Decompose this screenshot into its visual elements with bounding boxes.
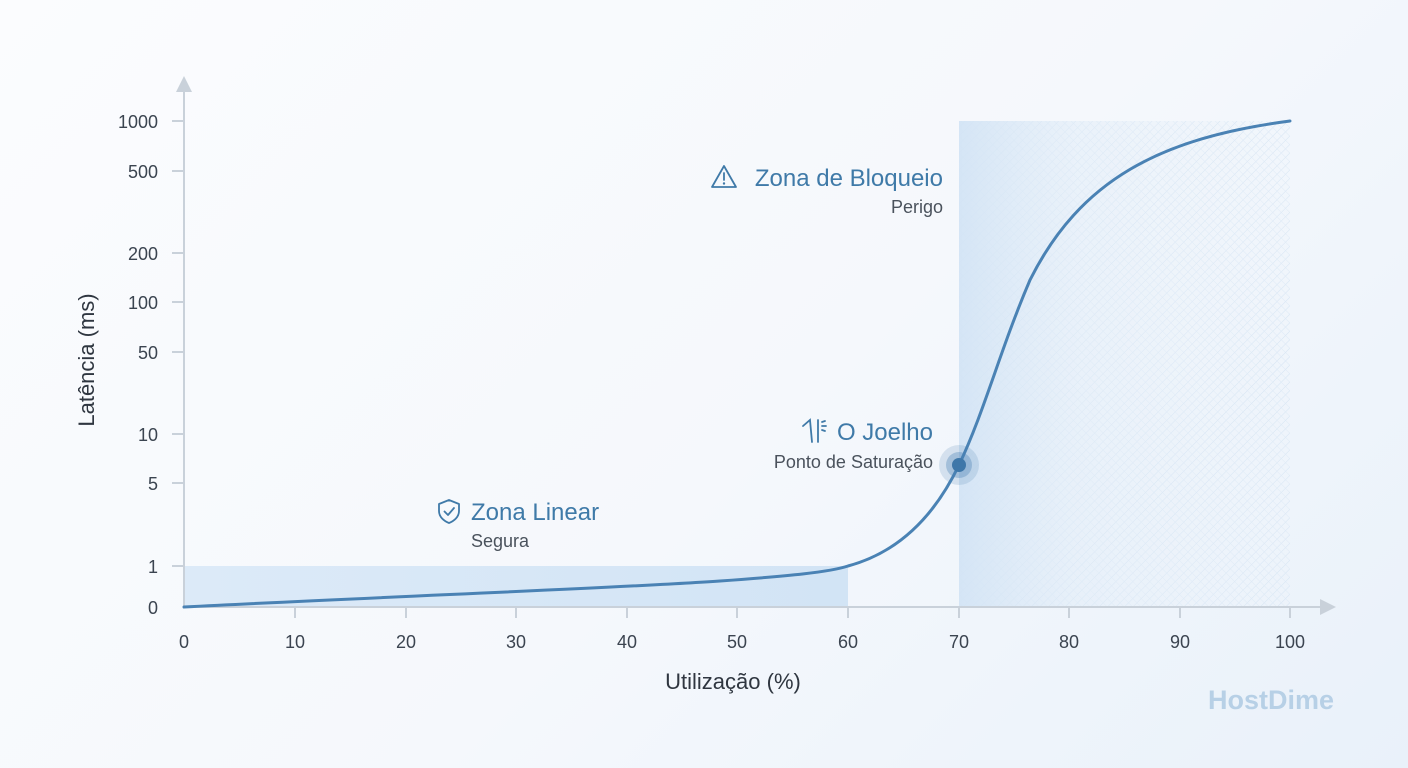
x-tick-label: 90 [1170, 632, 1190, 652]
x-axis-title: Utilização (%) [665, 669, 801, 694]
knee-point-marker [939, 445, 979, 485]
knee-icon [802, 418, 827, 443]
shield-check-icon [438, 499, 460, 524]
y-axis-title: Latência (ms) [74, 293, 99, 426]
x-axis: 0 10 20 30 40 50 60 70 80 90 100 Utiliza… [179, 599, 1336, 694]
warning-icon [711, 165, 737, 188]
x-axis-arrow-icon [1320, 599, 1336, 615]
y-tick-label: 1 [148, 557, 158, 577]
x-tick-label: 0 [179, 632, 189, 652]
x-tick-label: 10 [285, 632, 305, 652]
annotation-subtitle: Ponto de Saturação [774, 452, 933, 472]
y-tick-label: 0 [148, 598, 158, 618]
annotation-subtitle: Perigo [891, 197, 943, 217]
annotation-title: Zona de Bloqueio [755, 165, 943, 192]
annotation-title: Zona Linear [471, 499, 599, 526]
y-tick-label: 100 [128, 293, 158, 313]
y-tick-label: 10 [138, 425, 158, 445]
x-tick-label: 80 [1059, 632, 1079, 652]
y-axis-arrow-icon [176, 76, 192, 92]
annotation-blocking-zone: Zona de Bloqueio Perigo [711, 165, 943, 217]
x-tick-label: 100 [1275, 632, 1305, 652]
latency-curve [182, 119, 1292, 609]
y-tick-label: 200 [128, 244, 158, 264]
y-tick-label: 500 [128, 162, 158, 182]
brand-logo: HostDime [1208, 685, 1334, 715]
annotation-knee: O Joelho Ponto de Saturação [774, 418, 933, 472]
x-tick-label: 20 [396, 632, 416, 652]
x-tick-label: 50 [727, 632, 747, 652]
y-tick-label: 5 [148, 474, 158, 494]
y-tick-label: 1000 [118, 112, 158, 132]
x-tick-label: 40 [617, 632, 637, 652]
y-tick-label: 50 [138, 343, 158, 363]
y-axis: 0 1 5 10 50 100 200 500 1000 Latência (m… [74, 76, 192, 618]
x-tick-label: 30 [506, 632, 526, 652]
x-tick-label: 60 [838, 632, 858, 652]
blocking-zone-region [959, 121, 1290, 607]
annotation-subtitle: Segura [471, 531, 530, 551]
annotation-linear-zone: Zona Linear Segura [438, 499, 599, 551]
x-tick-label: 70 [949, 632, 969, 652]
annotation-title: O Joelho [837, 419, 933, 446]
